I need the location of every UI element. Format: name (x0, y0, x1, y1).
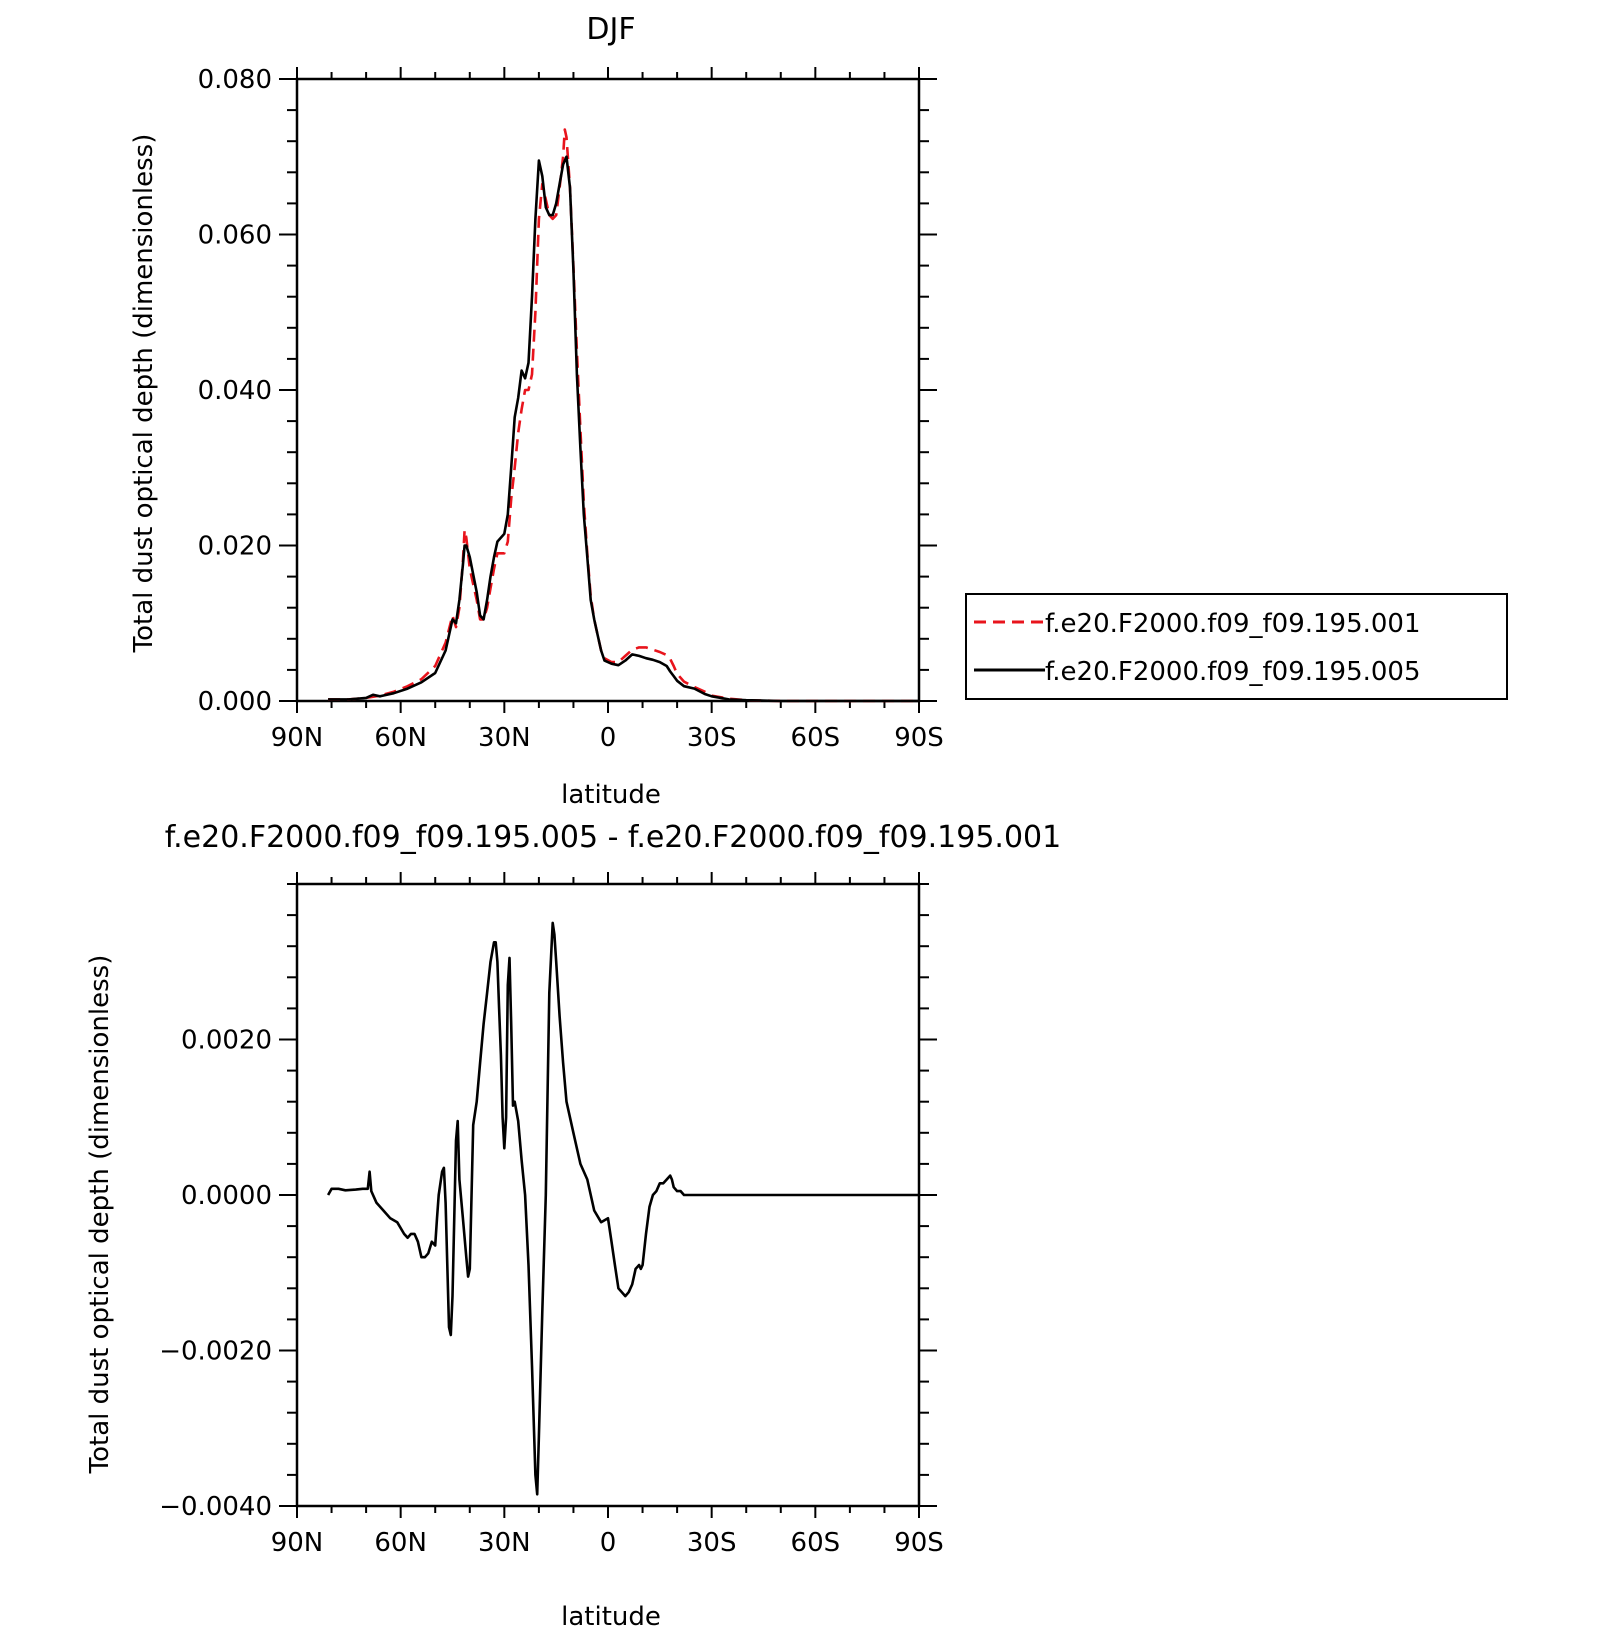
series-line-1 (328, 155, 919, 703)
plot-area (326, 921, 919, 1496)
x-tick-label: 30N (478, 1528, 531, 1558)
series-line-0 (328, 128, 919, 703)
y-tick-label: −0.0020 (159, 1337, 272, 1367)
plot-frame: 90N 60N 30N 0 30S 60S 90S 0.000 0.020 0.040 0.060 0… (198, 65, 944, 753)
chart-title: DJF (586, 12, 635, 47)
y-axis-label: Total dust optical depth (dimensionless) (85, 955, 115, 1475)
legend: f.e20.F2000.f09_f09.195.001 f.e20.F2000.… (965, 593, 1508, 700)
legend-box (965, 593, 1508, 700)
plot-area (328, 128, 919, 703)
difference-chart-title: f.e20.F2000.f09_f09.195.005 - f.e20.F200… (165, 820, 1061, 855)
x-tick-label: 30S (687, 1528, 737, 1558)
chart-bottom: f.e20.F2000.f09_f09.195.005 - f.e20.F200… (85, 820, 1061, 1632)
y-tick-label: 0.020 (198, 532, 272, 562)
legend-label-005: f.e20.F2000.f09_f09.195.005 (1045, 657, 1421, 687)
x-tick-label: 60N (374, 1528, 427, 1558)
y-tick-label: 0.060 (198, 221, 272, 251)
x-tick-label: 90N (271, 723, 324, 753)
x-tick-label: 90N (271, 1528, 324, 1558)
x-tick-label: 0 (600, 723, 617, 753)
series-line-0 (326, 921, 919, 1496)
x-axis-label: latitude (561, 780, 661, 810)
x-axis-label: latitude (561, 1602, 661, 1632)
y-tick-label: 0.0020 (181, 1026, 272, 1056)
x-tick-label: 60S (791, 1528, 841, 1558)
y-tick-label: 0.000 (198, 687, 272, 717)
chart-top: DJF latitude Total dust optical depth (d… (129, 12, 1508, 810)
y-tick-label: −0.0040 (159, 1492, 272, 1522)
y-tick-label: 0.080 (198, 65, 272, 95)
y-axis-label: Total dust optical depth (dimensionless) (129, 134, 159, 654)
x-tick-label: 30N (478, 723, 531, 753)
legend-label-001: f.e20.F2000.f09_f09.195.001 (1045, 609, 1421, 639)
x-tick-label: 90S (894, 1528, 944, 1558)
x-tick-label: 60S (791, 723, 841, 753)
x-tick-label: 30S (687, 723, 737, 753)
x-tick-label: 60N (374, 723, 427, 753)
y-tick-label: 0.0000 (181, 1181, 272, 1211)
plot-frame: 90N 60N 30N 0 30S 60S 90S −0.0040 −0.0020 0.0000 0… (159, 872, 944, 1558)
y-tick-label: 0.040 (198, 376, 272, 406)
x-tick-label: 0 (600, 1528, 617, 1558)
x-tick-label: 90S (894, 723, 944, 753)
plot-border (295, 77, 921, 703)
